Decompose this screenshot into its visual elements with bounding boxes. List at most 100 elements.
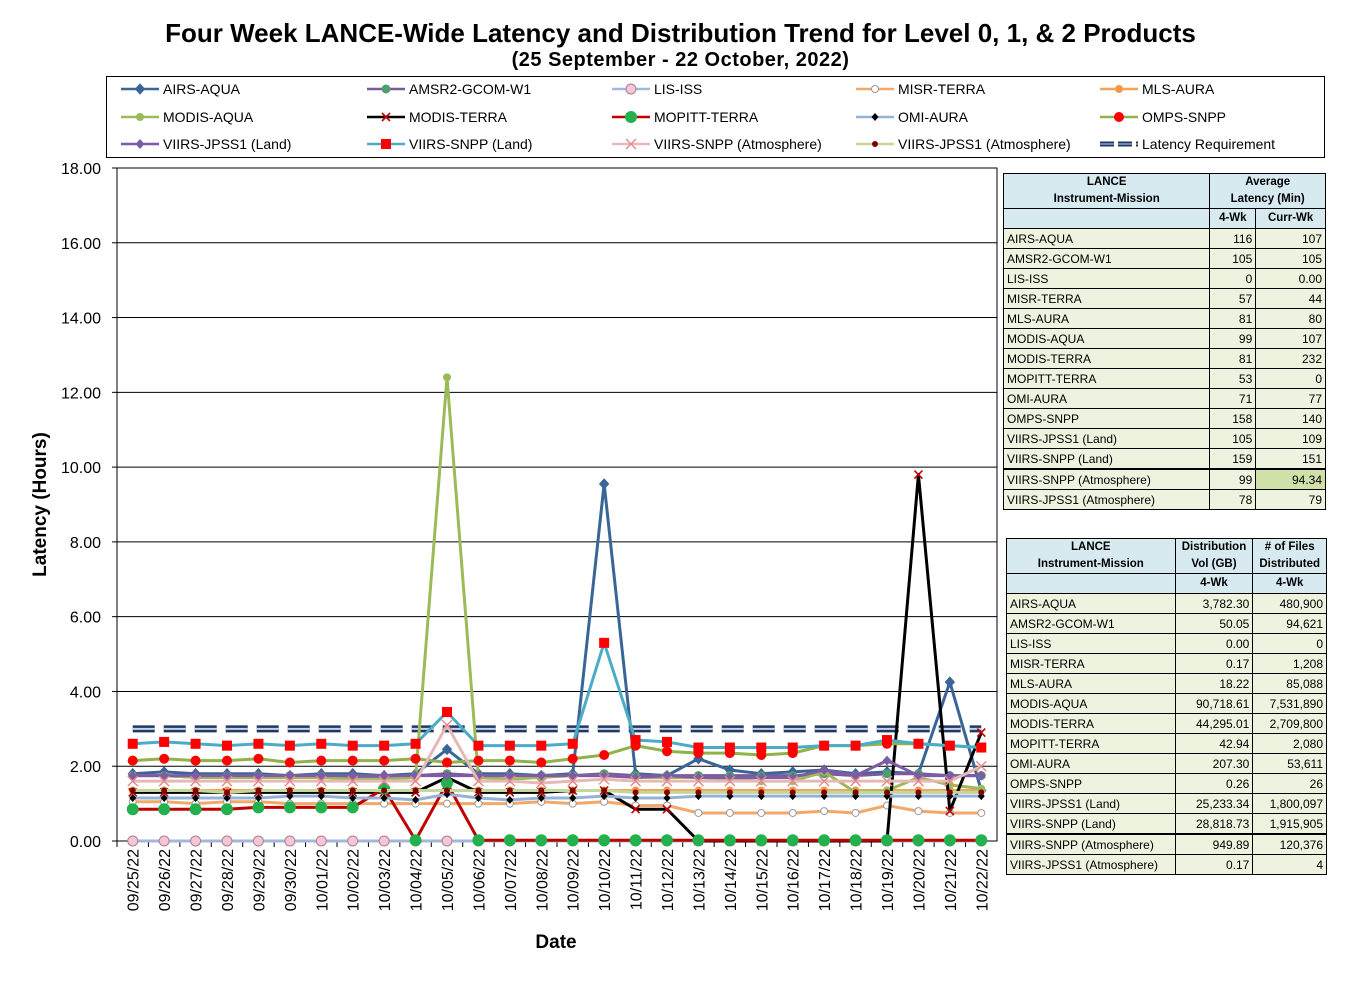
dist-cell-name: AIRS-AQUA (1006, 593, 1176, 614)
data-point-omi-aura (569, 794, 577, 803)
legend-label: MODIS-AQUA (163, 109, 254, 125)
dist-cell-name: VIIRS-SNPP (Atmosphere) (1006, 833, 1176, 855)
y-tick-label: 8.00 (70, 535, 101, 552)
data-point-misr-terra (851, 808, 860, 817)
latency-header-curr: Curr-Wk (1255, 208, 1326, 229)
x-tick-label: 09/29/22 (251, 849, 268, 911)
legend-item-amsr2-gcom-w1: AMSR2-GCOM-W1 (365, 78, 531, 100)
data-point-mopitt-terra (786, 834, 799, 847)
x-tick-label: 10/02/22 (346, 849, 363, 911)
dist-row-omps-snpp: OMPS-SNPP 0.26 26 (1006, 773, 1327, 794)
x-tick-label: 10/09/22 (566, 849, 583, 911)
latency-cell-name: AIRS-AQUA (1002, 228, 1211, 249)
series-line-viirs-jpss1-atmosphere (132, 789, 982, 794)
dist-cell-vol: 42.94 (1174, 733, 1254, 754)
legend-swatch-airs-aqua (121, 83, 159, 95)
data-point-mopitt-terra (283, 801, 296, 814)
latency-row-lis-iss: LIS-ISS 0 0.00 (1002, 268, 1326, 289)
data-point-viirs-snpp-land (693, 742, 704, 753)
data-point-omi-aura (317, 792, 325, 801)
data-point-viirs-snpp-atmosphere (158, 775, 170, 787)
data-point-viirs-snpp-land (944, 740, 955, 751)
dist-cell-files: 85,088 (1252, 673, 1327, 694)
y-tick-label: 10.00 (61, 460, 101, 477)
data-point-viirs-snpp-atmosphere (347, 775, 359, 787)
dist-header-vol: Distribution Vol (GB) (1174, 538, 1254, 574)
data-point-viirs-snpp-atmosphere (221, 775, 233, 787)
data-point-viirs-snpp-land (190, 738, 201, 749)
legend-swatch-mls-aura (1100, 85, 1138, 93)
series-viirs-snpp-land (127, 637, 987, 753)
dist-header-vol-line2: Vol (GB) (1191, 558, 1237, 570)
data-point-viirs-snpp-atmosphere (284, 775, 296, 787)
legend-label: VIIRS-JPSS1 (Land) (163, 136, 292, 152)
x-tick-label: 10/18/22 (849, 849, 866, 911)
latency-cell-curr: 232 (1255, 348, 1326, 369)
data-point-mopitt-terra (346, 801, 359, 814)
legend-label: OMPS-SNPP (1142, 109, 1227, 125)
data-point-omps-snpp (316, 755, 327, 766)
data-point-mopitt-terra (126, 803, 139, 816)
data-point-lis-iss (158, 835, 170, 847)
legend-swatch-viirs-jpss1-land (121, 139, 159, 149)
latency-cell-name: MLS-AURA (1002, 308, 1211, 329)
data-point-viirs-jpss1-land (882, 755, 892, 766)
dist-header-files-line2: Distributed (1259, 558, 1321, 570)
data-point-viirs-jpss1-atmosphere (286, 787, 293, 794)
latency-cell-name: OMI-AURA (1002, 388, 1211, 409)
dist-row-lis-iss: LIS-ISS 0.00 0 (1006, 633, 1327, 654)
latency-cell-curr: 107 (1255, 328, 1326, 349)
data-point-viirs-jpss1-atmosphere (695, 789, 702, 796)
dist-cell-vol: 25,233.34 (1174, 793, 1254, 814)
data-point-viirs-snpp-atmosphere (724, 775, 736, 787)
x-tick-label: 09/27/22 (189, 849, 206, 911)
data-point-omps-snpp (253, 753, 264, 764)
latency-cell-curr: 94.34 (1255, 468, 1326, 490)
data-point-airs-aqua (441, 743, 453, 756)
legend-marker-viirs-jpss1-atmosphere (872, 141, 878, 147)
latency-cell-curr: 0 (1255, 368, 1326, 389)
dist-cell-files: 94,621 (1252, 613, 1327, 634)
data-point-omps-snpp (159, 753, 170, 764)
data-point-viirs-jpss1-atmosphere (255, 787, 262, 794)
series-line-viirs-snpp-land (132, 641, 982, 750)
data-point-mopitt-terra (503, 834, 516, 847)
x-tick-label: 10/06/22 (471, 849, 488, 911)
data-point-mopitt-terra (566, 834, 579, 847)
data-point-omi-aura (412, 795, 420, 804)
data-point-mopitt-terra (472, 834, 485, 847)
data-point-mopitt-terra (849, 834, 862, 847)
latency-cell-4wk: 116 (1209, 228, 1257, 249)
y-axis-label: Latency (Hours) (30, 432, 51, 577)
dist-cell-vol: 28,818.73 (1174, 813, 1254, 835)
series-line-mopitt-terra (132, 781, 982, 842)
legend-label: LIS-ISS (654, 81, 703, 97)
data-point-viirs-jpss1-atmosphere (538, 787, 545, 794)
data-point-viirs-snpp-atmosphere (441, 719, 453, 731)
data-point-viirs-jpss1-atmosphere (412, 787, 419, 794)
legend-swatch-amsr2-gcom-w1 (367, 84, 405, 94)
data-point-mopitt-terra (189, 803, 202, 816)
legend-swatch-viirs-snpp-atmosphere (612, 138, 650, 150)
dist-row-viirs-snpp-land: VIIRS-SNPP (Land) 28,818.73 1,915,905 (1006, 813, 1327, 835)
data-point-omps-snpp (379, 755, 390, 766)
legend-swatch-modis-terra (367, 112, 405, 122)
dist-cell-name: OMI-AURA (1006, 753, 1176, 774)
data-point-omi-aura (537, 794, 545, 803)
dist-cell-files: 53,611 (1252, 753, 1327, 774)
dist-row-omi-aura: OMI-AURA 207.30 53,611 (1006, 753, 1327, 774)
legend-marker-viirs-jpss1-land (135, 139, 145, 149)
y-tick-label: 12.00 (61, 385, 101, 402)
data-point-viirs-snpp-land (284, 740, 295, 751)
y-tick-label: 16.00 (61, 236, 101, 253)
plot-area (116, 167, 998, 842)
data-point-omi-aura (474, 794, 482, 803)
latency-cell-name: MOPITT-TERRA (1002, 368, 1211, 389)
data-point-omps-snpp (222, 755, 232, 766)
legend-swatch-viirs-jpss1-atmosphere (856, 141, 894, 147)
latency-row-viirs-snpp-atmosphere: VIIRS-SNPP (Atmosphere) 99 94.34 (1002, 468, 1326, 490)
latency-cell-4wk: 57 (1209, 288, 1257, 309)
data-point-mopitt-terra (975, 834, 988, 847)
legend-label: VIIRS-SNPP (Land) (409, 136, 533, 152)
data-point-omi-aura (600, 792, 608, 801)
